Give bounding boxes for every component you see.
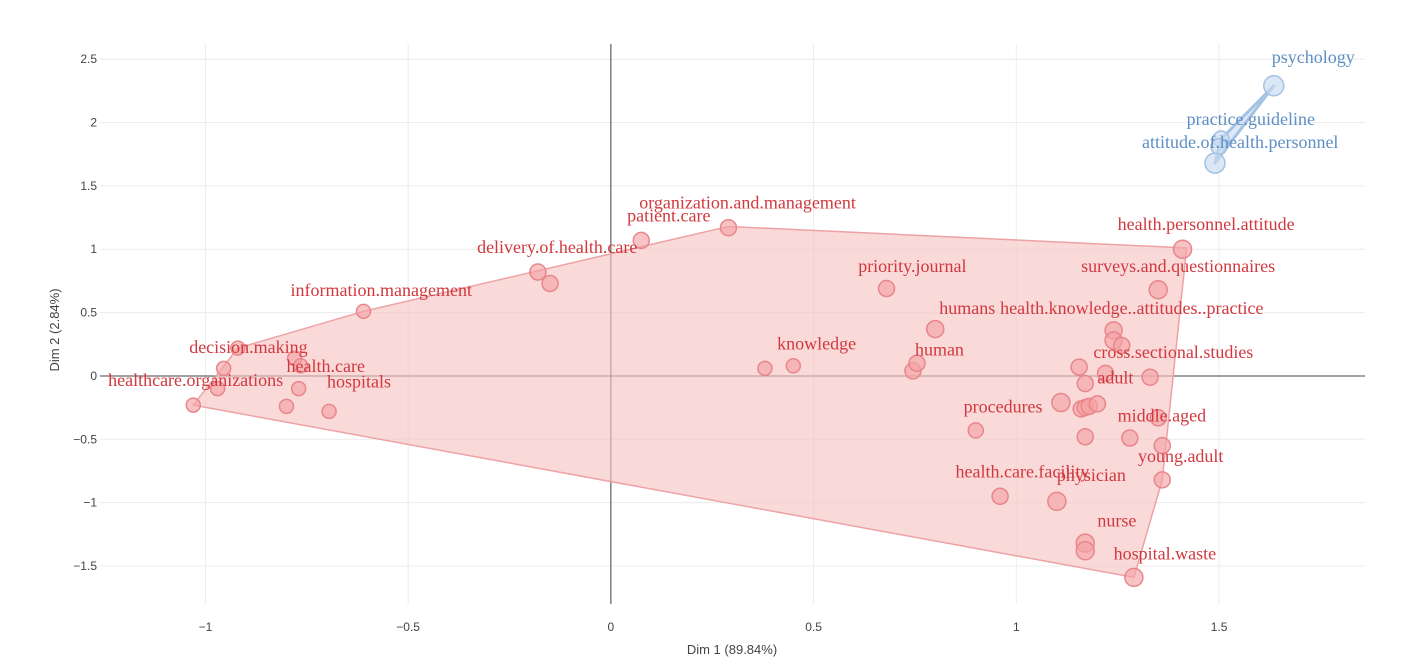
data-point	[230, 340, 246, 356]
x-tick-label: 1.5	[1211, 620, 1228, 634]
point-labels: healthcare.organizationsdecision.makingh…	[108, 47, 1355, 564]
y-tick-label: 2.5	[80, 52, 97, 66]
point-label: healthcare.organizations	[108, 370, 283, 390]
y-tick-label: −0.5	[73, 432, 97, 446]
data-point	[785, 358, 802, 374]
data-point	[292, 358, 309, 374]
point-label: health.knowledge..attitudes..practice	[1000, 298, 1263, 318]
data-point	[719, 218, 738, 237]
x-tick-label: −1	[199, 620, 213, 634]
data-point	[925, 319, 945, 339]
data-point	[321, 403, 337, 420]
data-point	[1124, 567, 1144, 588]
x-tick-label: 1	[1013, 620, 1020, 634]
data-point	[355, 303, 372, 320]
y-tick-label: 1	[90, 242, 97, 256]
data-point	[1070, 358, 1088, 376]
point-label: hospitals	[327, 371, 391, 391]
data-point	[1141, 368, 1159, 386]
data-point	[757, 360, 773, 377]
point-label: information.management	[291, 280, 472, 300]
data-point	[541, 274, 559, 293]
data-point	[1148, 280, 1168, 300]
data-point	[967, 422, 985, 439]
data-point	[908, 354, 926, 373]
x-tick-label: −0.5	[396, 620, 420, 634]
y-tick-label: 1.5	[80, 179, 97, 193]
data-point	[1121, 429, 1139, 447]
x-tick-label: 0	[608, 620, 615, 634]
point-label: young.adult	[1138, 446, 1224, 466]
point-label: procedures	[964, 397, 1043, 417]
point-label: knowledge	[777, 333, 856, 353]
x-axis-title: Dim 1 (89.84%)	[687, 642, 777, 657]
y-tick-label: −1	[83, 496, 97, 510]
data-point	[1172, 239, 1193, 259]
point-label: surveys.and.questionnaires	[1081, 256, 1275, 276]
data-point	[1075, 541, 1095, 561]
data-point	[1112, 336, 1131, 355]
data-point	[991, 487, 1009, 506]
data-point	[1076, 374, 1094, 393]
point-label: humans	[939, 298, 995, 318]
data-point	[215, 360, 232, 377]
data-point	[529, 263, 547, 281]
data-point	[1149, 409, 1167, 427]
point-label: patient.care	[627, 205, 710, 225]
point-label: adult	[1097, 368, 1133, 388]
data-point	[877, 279, 896, 298]
data-point	[209, 380, 226, 397]
point-label: hospital.waste	[1114, 544, 1216, 564]
y-tick-label: −1.5	[73, 559, 97, 573]
point-label: middle.aged	[1118, 406, 1206, 426]
point-label: organization.and.management	[639, 193, 856, 213]
x-tick-label: 0.5	[805, 620, 822, 634]
data-point	[632, 231, 651, 250]
point-label: health.care.facility	[955, 461, 1089, 481]
data-point	[1204, 152, 1226, 174]
data-point	[1088, 395, 1107, 413]
point-label: physician	[1057, 465, 1126, 485]
data-point	[290, 380, 307, 397]
point-label: health.personnel.attitude	[1118, 214, 1295, 234]
data-point	[1096, 364, 1115, 383]
data-point	[278, 398, 295, 415]
data-point	[1047, 491, 1067, 512]
data-point	[1076, 428, 1094, 446]
y-tick-label: 0.5	[80, 306, 97, 320]
point-label: decision.making	[189, 337, 307, 357]
y-tick-label: 2	[90, 116, 97, 130]
point-label: psychology	[1272, 47, 1355, 67]
cluster-hull-red	[191, 225, 1188, 579]
point-label: practice.guideline	[1187, 109, 1315, 129]
data-point	[1153, 436, 1172, 455]
y-tick-label: 0	[90, 369, 97, 383]
point-label: delivery.of.health.care	[477, 237, 637, 257]
data-points	[185, 75, 1285, 588]
data-point	[185, 397, 202, 413]
point-label: human	[915, 340, 964, 360]
point-label: health.care	[287, 356, 365, 376]
data-point	[1153, 471, 1172, 489]
tick-labels: −1 −0.5 0 0.5 1 1.5 2.5 2 1.5 1 0.5 0 −0.5 −1 −1.5	[73, 52, 1227, 634]
cluster-hulls	[191, 84, 1276, 579]
data-point	[1051, 392, 1071, 413]
point-label: cross.sectional.studies	[1093, 342, 1253, 362]
point-label: attitude.of.health.personnel	[1142, 132, 1338, 152]
point-label: nurse	[1097, 511, 1136, 531]
point-label: priority.journal	[858, 256, 966, 276]
data-point	[1263, 75, 1285, 97]
y-axis-title: Dim 2 (2.84%)	[47, 288, 62, 371]
